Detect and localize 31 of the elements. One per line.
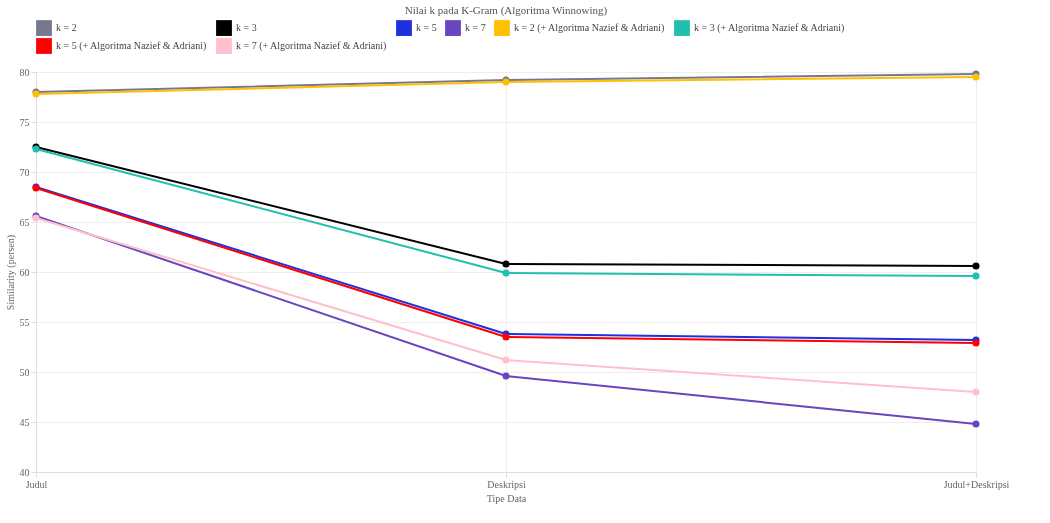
legend-label: k = 5	[416, 22, 437, 34]
y-tick-label: 70	[19, 166, 30, 178]
y-tick-label: 80	[19, 66, 30, 78]
legend-label: k = 7	[465, 22, 486, 34]
x-axis-title: Tipe Data	[486, 492, 527, 504]
chart-title: Nilai k pada K-Gram (Algoritma Winnowing)	[404, 4, 608, 17]
point	[972, 388, 980, 396]
point	[502, 372, 510, 380]
point	[502, 356, 510, 364]
y-tick-label: 55	[19, 316, 30, 328]
legend-label: k = 3 (+ Algoritma Nazief & Adriani)	[694, 22, 845, 35]
y-tick-label: 45	[19, 416, 30, 428]
legend-label: k = 2 (+ Algoritma Nazief & Adriani)	[514, 22, 665, 35]
point	[502, 269, 510, 277]
y-tick-label: 65	[19, 216, 30, 228]
legend-label: k = 2	[56, 22, 77, 34]
point	[972, 262, 980, 270]
y-tick-label: 40	[19, 466, 30, 478]
point	[502, 260, 510, 268]
point	[972, 272, 980, 280]
x-tick-label: Deskripsi	[487, 478, 526, 490]
y-axis-title: Similarity (persen)	[4, 234, 17, 311]
y-tick-label: 50	[19, 366, 30, 378]
point	[972, 420, 980, 428]
y-tick-label: 60	[19, 266, 30, 278]
legend-label: k = 5 (+ Algoritma Nazief & Adriani)	[56, 40, 207, 52]
legend-label: k = 7 (+ Algoritma Nazief & Adriani)	[236, 40, 387, 52]
x-tick-label: Judul	[25, 478, 48, 490]
y-tick-label: 75	[19, 116, 30, 128]
x-tick-label: Judul+Deskripsi	[943, 478, 1010, 490]
legend-label: k = 3	[236, 22, 257, 34]
